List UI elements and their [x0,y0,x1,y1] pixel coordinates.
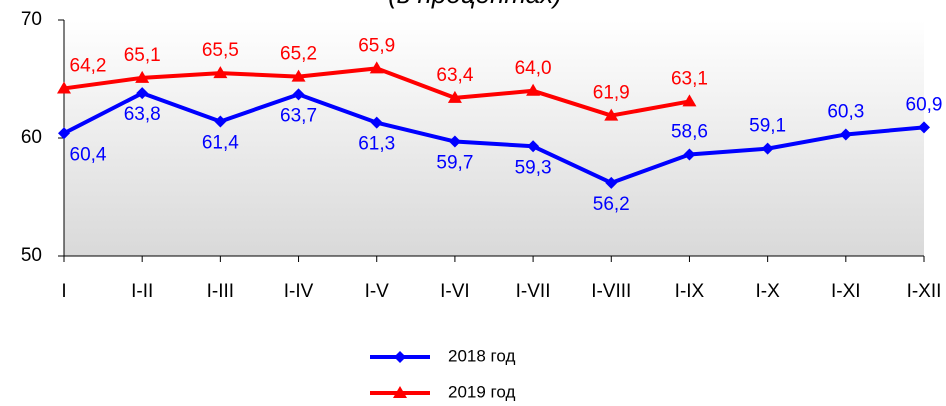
x-tick-label: I-IX [675,281,705,302]
point [369,61,384,74]
chart-title: (в процентах) [388,0,562,9]
data-label: 60,4 [70,144,107,165]
data-label: 61,4 [202,132,239,153]
point [135,70,150,83]
series-line [63,91,925,185]
point [291,69,306,82]
legend-marker [393,386,407,398]
point [839,128,852,141]
data-label: 58,6 [671,122,708,143]
y-tick-label: 50 [21,245,42,266]
point [761,142,774,155]
data-label: 65,5 [202,40,239,61]
point [57,81,71,94]
data-label: 59,1 [749,116,786,137]
x-tick-label: I-X [755,281,780,302]
point [214,115,227,128]
point [527,140,540,153]
legend-label: 2018 год [448,346,515,365]
point [682,94,697,107]
point [605,176,618,189]
x-tick-label: I-VII [516,281,551,302]
data-label: 59,3 [515,157,552,178]
point [604,108,619,121]
x-tick-label: I-VIII [591,281,631,302]
x-tick-label: I-II [131,281,153,302]
legend-label: 2019 год [448,382,515,401]
point [292,88,305,101]
data-label: 63,7 [280,105,317,126]
plot-area [64,20,924,256]
data-label: 63,1 [671,68,708,89]
point [683,148,696,161]
point [918,121,930,134]
data-label: 65,1 [124,45,161,66]
y-tick-label: 70 [21,9,42,30]
data-label: 60,3 [827,101,864,122]
data-label: 65,2 [280,44,317,65]
data-label: 61,3 [358,134,395,155]
x-tick-label: I-V [365,281,390,302]
x-tick-label: I-XI [831,281,861,302]
point [370,116,383,129]
x-tick-label: I-IV [284,281,314,302]
x-tick-label: I [61,281,66,302]
data-label: 65,9 [358,35,395,56]
point [213,66,228,79]
data-label: 59,7 [436,153,473,174]
data-label: 64,0 [515,58,552,79]
point [447,90,462,103]
data-label: 61,9 [593,83,630,104]
point [136,87,149,100]
data-label: 64,2 [70,55,107,76]
point [526,83,541,96]
legend-marker [394,351,406,363]
data-label: 56,2 [593,194,630,215]
data-label: 63,8 [124,104,161,125]
x-tick-label: I-XII [907,281,942,302]
point [448,135,461,148]
x-tick-label: I-III [207,281,234,302]
y-tick-label: 60 [21,127,42,148]
x-tick-label: I-VI [440,281,470,302]
data-label: 63,4 [436,65,473,86]
data-label: 60,9 [906,94,943,115]
point [58,127,70,140]
